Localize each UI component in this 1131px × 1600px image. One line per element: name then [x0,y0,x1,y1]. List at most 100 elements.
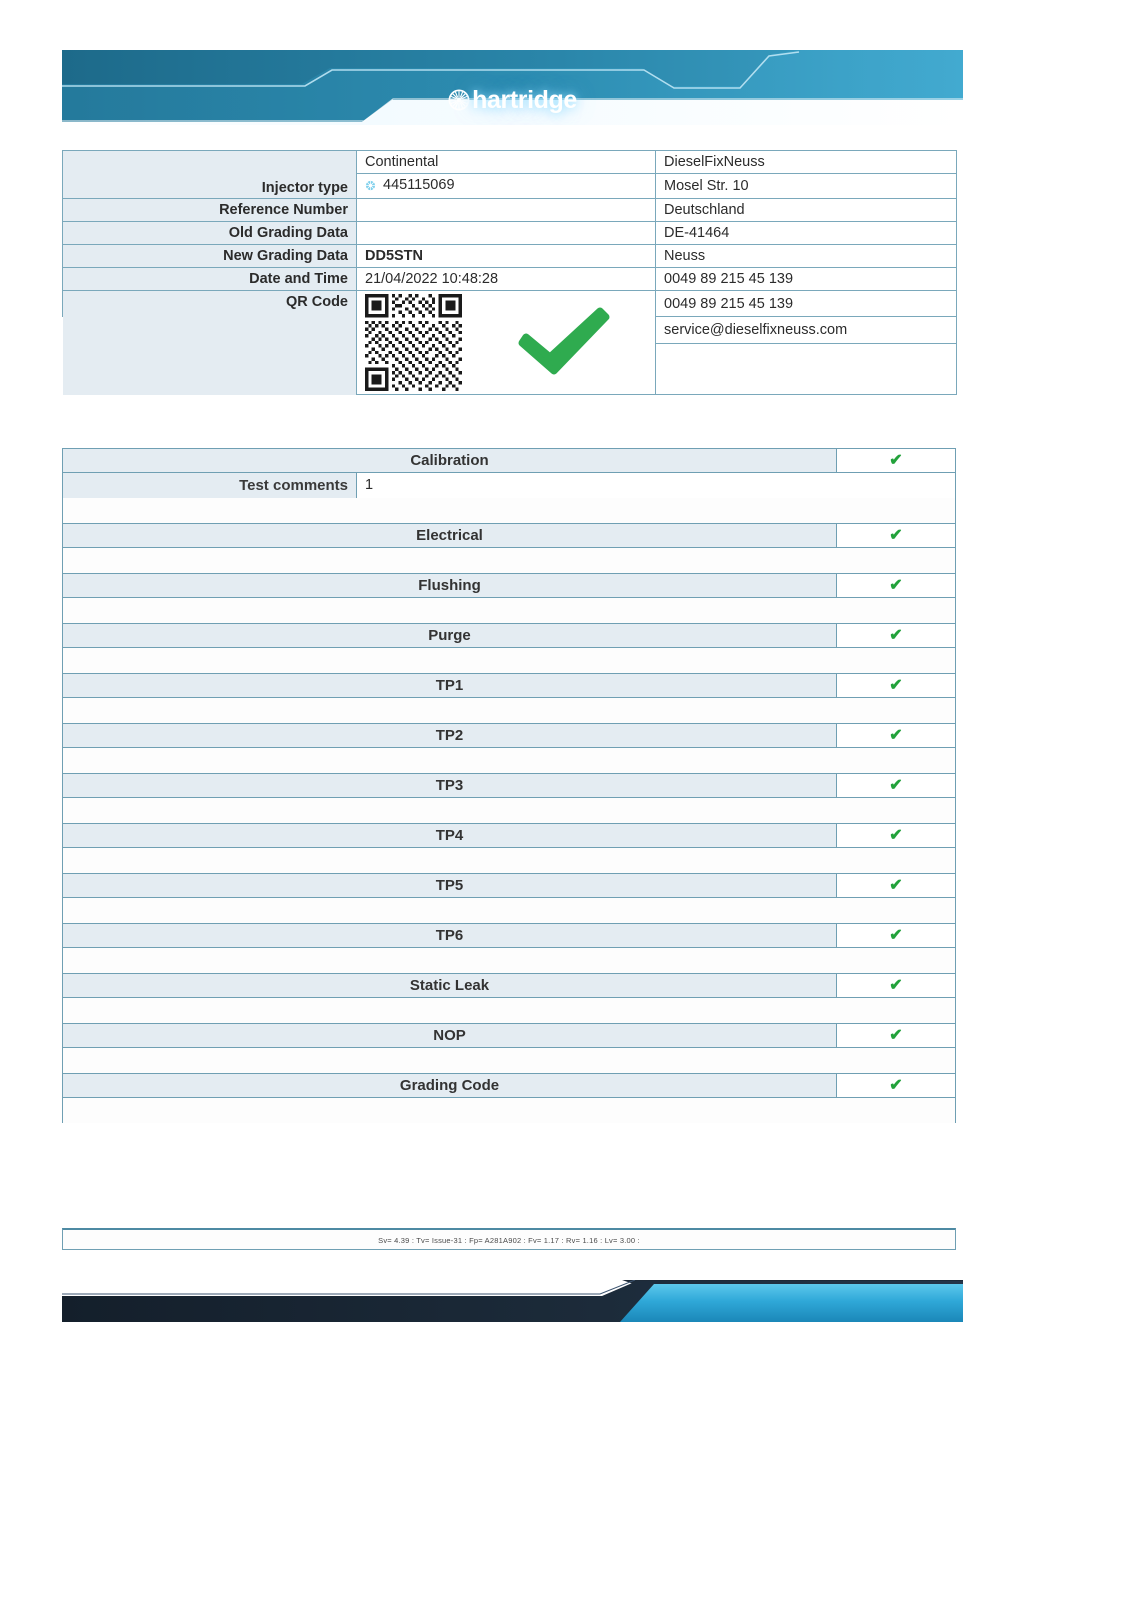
check-icon: ✔ [889,927,903,944]
check-icon: ✔ [889,677,903,694]
injector-part-number-text: 445115069 [383,177,455,193]
qr-code-cell [356,290,656,395]
test-row-tp4[interactable]: TP4 ✔ [62,823,956,848]
check-icon: ✔ [889,727,903,744]
customer-line-1: DieselFixNeuss [655,150,957,174]
spacer-row [62,548,956,573]
spacer-row [62,598,956,623]
status-badge: ✔ [837,1074,955,1097]
table-row-date-and-time: Date and Time 21/04/2022 10:48:28 0049 8… [62,267,957,291]
label-reference-number: Reference Number [62,198,357,222]
spacer-row [62,498,956,523]
test-row-electrical[interactable]: Electrical ✔ [62,523,956,548]
customer-line-4: DE-41464 [655,221,957,245]
test-name: TP4 [63,824,837,847]
test-row-grading-code[interactable]: Grading Code ✔ [62,1073,956,1098]
page-footer-banner [62,1280,963,1322]
table-row-new-grading-data: New Grading Data DD5STN Neuss [62,244,957,268]
table-row-customer-blank [62,343,957,396]
customer-line-9 [655,343,957,396]
customer-line-6: 0049 89 215 45 139 [655,267,957,291]
check-icon: ✔ [889,877,903,894]
test-name: Grading Code [63,1074,837,1097]
customer-line-8[interactable]: service@dieselfixneuss.com [655,316,957,344]
table-row-customer-email: service@dieselfixneuss.com [62,316,957,344]
check-icon: ✔ [889,452,903,469]
status-badge: ✔ [837,874,955,897]
label-test-comments: Test comments [63,473,357,498]
check-icon: ✔ [889,1077,903,1094]
customer-line-5: Neuss [655,244,957,268]
test-row-calibration[interactable]: Calibration ✔ [62,448,956,473]
test-comments-row[interactable]: Test comments 1 [62,473,956,498]
customer-line-7: 0049 89 215 45 139 [655,289,957,318]
status-badge: ✔ [837,574,955,597]
injector-gear-icon [365,179,376,195]
footer-swoosh-graphic [62,1280,963,1322]
customer-line-3: Deutschland [655,198,957,222]
test-name: NOP [63,1024,837,1047]
table-row-qr-code: QR Code [62,289,957,395]
status-badge: ✔ [837,1024,955,1047]
test-row-static-leak[interactable]: Static Leak ✔ [62,973,956,998]
value-date-and-time: 21/04/2022 10:48:28 [356,267,656,291]
page-header-banner: hartridge [62,50,963,125]
spacer-row [62,648,956,673]
test-results-list: Calibration ✔ Test comments 1 Electrical… [62,448,956,1123]
label-old-grading-data: Old Grading Data [62,221,357,245]
version-footnote: Sv= 4.39 : Tv= Issue-31 : Fp= A281A902 :… [62,1228,956,1250]
label-date-and-time: Date and Time [62,267,357,291]
value-injector-manufacturer[interactable]: Continental [356,150,656,174]
test-name: TP2 [63,724,837,747]
label-new-grading-data: New Grading Data [62,244,357,268]
test-row-nop[interactable]: NOP ✔ [62,1023,956,1048]
overall-result-pass-icon [514,305,612,381]
status-badge: ✔ [837,924,955,947]
test-name: TP5 [63,874,837,897]
spacer-row [62,1048,956,1073]
check-icon: ✔ [889,527,903,544]
test-name: Purge [63,624,837,647]
test-row-purge[interactable]: Purge ✔ [62,623,956,648]
value-reference-number[interactable] [356,198,656,222]
test-row-tp2[interactable]: TP2 ✔ [62,723,956,748]
test-name: Calibration [63,449,837,472]
spacer-row [62,1098,956,1123]
injector-info-table: Injector type Continental DieselFixNeuss [62,150,957,396]
test-row-tp1[interactable]: TP1 ✔ [62,673,956,698]
test-row-flushing[interactable]: Flushing ✔ [62,573,956,598]
test-row-tp6[interactable]: TP6 ✔ [62,923,956,948]
status-badge: ✔ [837,449,955,472]
check-icon: ✔ [889,627,903,644]
value-injector-part-number[interactable]: 445115069 [356,173,656,199]
spacer-row [62,948,956,973]
table-row-old-grading-data: Old Grading Data DE-41464 [62,221,957,245]
test-name: Flushing [63,574,837,597]
qr-code-image[interactable] [365,294,462,391]
test-row-tp3[interactable]: TP3 ✔ [62,773,956,798]
status-badge: ✔ [837,624,955,647]
label-injector-type: Injector type [62,150,357,199]
label-spacer-1 [62,316,357,344]
customer-line-2: Mosel Str. 10 [655,173,957,199]
test-row-tp5[interactable]: TP5 ✔ [62,873,956,898]
value-test-comments[interactable]: 1 [357,473,955,498]
table-row-injector-type-a: Injector type Continental DieselFixNeuss [62,150,957,199]
test-name: TP6 [63,924,837,947]
test-name: Static Leak [63,974,837,997]
check-icon: ✔ [889,827,903,844]
spacer-row [62,848,956,873]
test-name: Electrical [63,524,837,547]
value-old-grading-data[interactable] [356,221,656,245]
status-badge: ✔ [837,674,955,697]
label-qr-code: QR Code [62,289,357,317]
spacer-row [62,898,956,923]
brand-logo: hartridge [62,88,963,116]
check-icon: ✔ [889,577,903,594]
spacer-row [62,698,956,723]
table-row-reference-number: Reference Number Deutschland [62,198,957,222]
test-name: TP1 [63,674,837,697]
value-new-grading-data[interactable]: DD5STN [356,244,656,268]
status-badge: ✔ [837,524,955,547]
check-icon: ✔ [889,977,903,994]
